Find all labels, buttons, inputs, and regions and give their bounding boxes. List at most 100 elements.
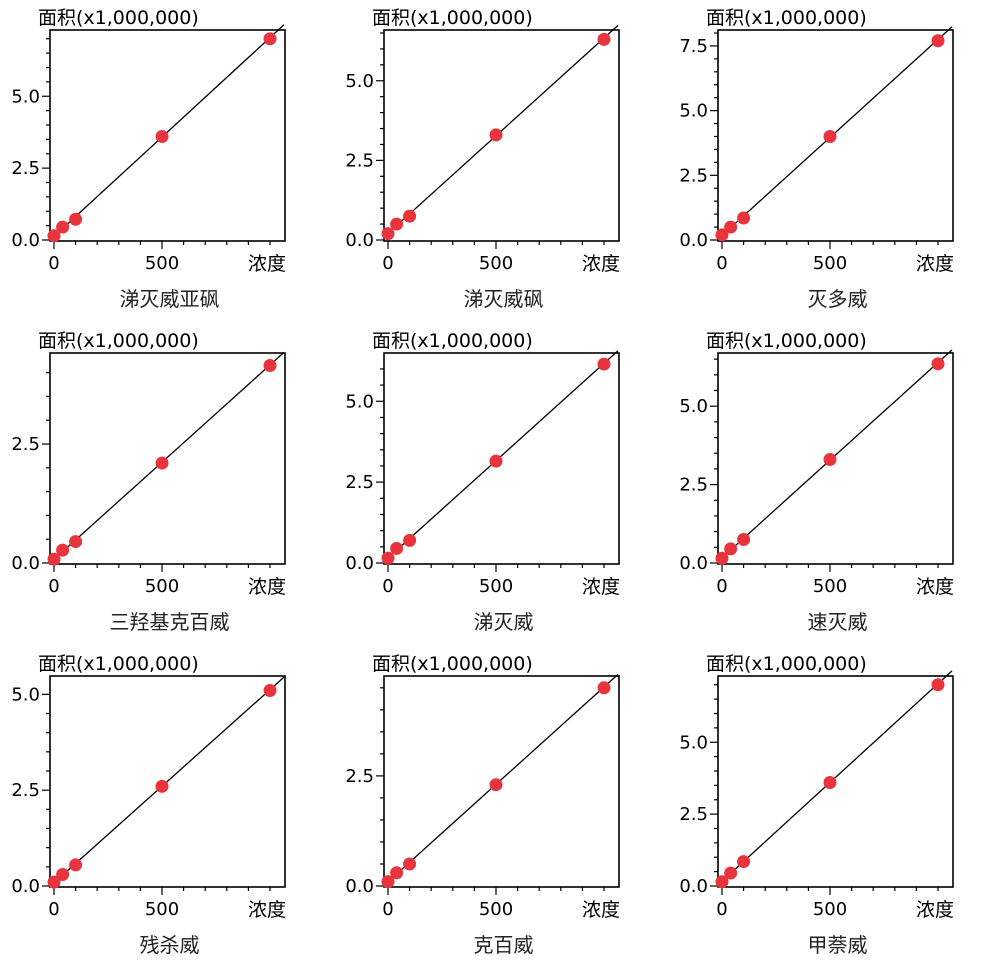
compound-name: 克百威: [474, 933, 534, 957]
y-tick-label: 2.5: [11, 158, 40, 179]
y-tick-label: 0.0: [679, 230, 708, 251]
data-point: [715, 551, 729, 565]
x-tick-label: 0: [716, 576, 727, 597]
regression-line: [53, 351, 285, 560]
data-point: [69, 535, 83, 549]
x-axis-label: 浓度: [248, 576, 286, 598]
y-tick-label: 2.5: [679, 804, 708, 825]
data-point: [263, 32, 277, 46]
chart-panel: 面积(x1,000,000) 0.0 2.5 0 500 浓度 克百威: [334, 646, 668, 969]
regression-line: [387, 350, 619, 559]
regression-line: [387, 673, 619, 883]
data-point: [56, 220, 70, 234]
plot-frame: [717, 675, 954, 888]
data-point: [737, 532, 751, 546]
compound-name: 涕灭威亚砜: [120, 287, 220, 311]
regression-line: [53, 676, 285, 884]
data-point: [69, 212, 83, 226]
y-axis-label: 面积(x1,000,000): [706, 7, 867, 29]
y-tick-label: 2.5: [679, 165, 708, 186]
data-point: [403, 857, 417, 871]
data-point: [489, 128, 503, 142]
data-point: [724, 220, 738, 234]
data-point: [823, 776, 837, 789]
data-point: [715, 228, 729, 242]
x-axis-label: 浓度: [916, 576, 954, 598]
data-point: [823, 130, 837, 143]
y-axis-label: 面积(x1,000,000): [706, 653, 867, 675]
y-tick-label: 5.0: [345, 71, 374, 92]
chart-panel: 面积(x1,000,000) 0.0 2.5 0 500 浓度 三羟基克百威: [0, 323, 334, 646]
compound-name: 灭多威: [808, 287, 868, 311]
y-tick-label: 0.0: [345, 230, 374, 251]
regression-line: [53, 24, 285, 237]
data-point: [390, 866, 404, 880]
regression-line: [387, 24, 619, 234]
data-point: [931, 357, 945, 371]
x-tick-label: 500: [479, 253, 513, 274]
data-point: [390, 217, 404, 231]
plot-frame: [49, 675, 286, 888]
y-tick-label: 2.5: [345, 766, 374, 787]
chart-panel: 面积(x1,000,000) 0.0 2.5 5.0 0 500 浓度 涕灭威亚砜: [0, 0, 334, 323]
data-point: [489, 454, 503, 468]
x-tick-label: 0: [48, 253, 59, 274]
regression-line: [721, 26, 953, 236]
y-tick-label: 0.0: [11, 876, 40, 897]
plot-frame: [383, 352, 620, 565]
y-axis-label: 面积(x1,000,000): [706, 330, 867, 352]
data-point: [263, 684, 277, 697]
x-tick-label: 500: [813, 899, 847, 920]
data-point: [47, 229, 61, 243]
data-point: [931, 34, 945, 48]
data-point: [403, 533, 417, 547]
x-tick-label: 0: [382, 253, 393, 274]
data-point: [390, 541, 404, 555]
chart-panel: 面积(x1,000,000) 0.0 2.5 5.0 0 500 浓度 甲萘威: [668, 646, 1002, 969]
data-point: [724, 866, 738, 880]
y-tick-label: 0.0: [11, 230, 40, 251]
data-point: [381, 875, 395, 889]
x-axis-label: 浓度: [248, 253, 286, 275]
data-point: [56, 868, 70, 881]
x-axis-label: 浓度: [916, 253, 954, 275]
x-tick-label: 500: [479, 576, 513, 597]
data-point: [737, 855, 751, 869]
data-point: [715, 875, 729, 889]
y-tick-label: 0.0: [345, 553, 374, 574]
plot-frame: [49, 29, 286, 242]
data-point: [47, 875, 61, 889]
chart-panel: 面积(x1,000,000) 0.0 2.5 5.0 0 500 浓度 残杀威: [0, 646, 334, 969]
compound-name: 涕灭威砜: [464, 287, 544, 311]
data-point: [403, 209, 417, 223]
y-tick-label: 5.0: [679, 396, 708, 417]
data-point: [931, 678, 945, 692]
data-point: [489, 778, 503, 792]
y-axis-label: 面积(x1,000,000): [38, 7, 199, 29]
compound-name: 三羟基克百威: [110, 610, 230, 634]
x-tick-label: 0: [716, 899, 727, 920]
y-tick-label: 7.5: [679, 36, 708, 57]
y-tick-label: 2.5: [345, 150, 374, 171]
y-tick-label: 5.0: [11, 86, 40, 107]
data-point: [724, 542, 738, 556]
x-tick-label: 500: [813, 576, 847, 597]
y-axis-label: 面积(x1,000,000): [38, 330, 199, 352]
y-axis-label: 面积(x1,000,000): [372, 7, 533, 29]
data-point: [56, 543, 70, 557]
plot-frame: [717, 352, 954, 565]
data-point: [597, 32, 611, 46]
y-tick-label: 2.5: [11, 434, 40, 455]
y-tick-label: 2.5: [345, 472, 374, 493]
x-tick-label: 500: [479, 899, 513, 920]
x-tick-label: 500: [813, 253, 847, 274]
y-tick-label: 5.0: [679, 732, 708, 753]
